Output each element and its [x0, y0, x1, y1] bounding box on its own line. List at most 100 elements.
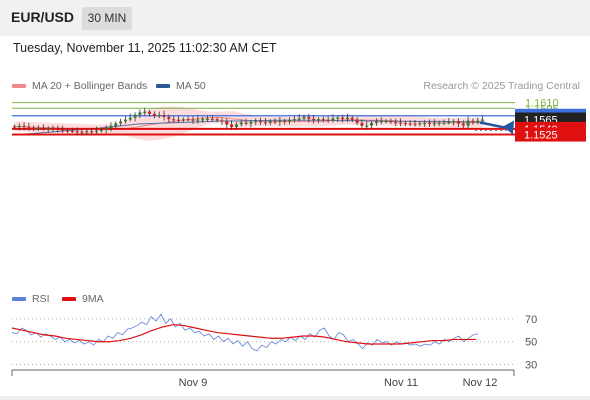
candle-body — [466, 120, 470, 126]
candle — [90, 127, 94, 135]
candle — [220, 117, 224, 126]
candle-body — [75, 131, 79, 133]
candle-body — [143, 111, 147, 113]
candle-body — [22, 125, 26, 128]
candle-body — [389, 121, 393, 123]
candle — [442, 119, 446, 126]
legend-ma50-label: MA 50 — [176, 80, 206, 92]
candle — [283, 118, 287, 125]
candle — [94, 126, 98, 134]
candle-body — [316, 119, 320, 121]
candle — [413, 119, 417, 127]
candle — [104, 125, 108, 134]
candle-body — [128, 117, 132, 120]
candle-body — [201, 119, 205, 121]
candle-body — [191, 119, 195, 121]
candle-body — [365, 125, 369, 127]
candle-body — [437, 122, 441, 125]
candle-body — [239, 122, 243, 125]
candle-body — [268, 121, 272, 123]
candle — [466, 116, 470, 129]
candle-body — [355, 119, 359, 123]
candle — [350, 115, 354, 123]
candle — [345, 113, 349, 123]
candle-body — [220, 120, 224, 122]
rsi-ma-line — [11, 323, 476, 345]
candle-body — [249, 121, 253, 124]
candle — [32, 125, 36, 132]
candle — [307, 113, 311, 123]
header-bar: EUR/USD 30 MIN — [0, 0, 590, 36]
candle-body — [297, 118, 301, 120]
candle-body — [66, 130, 70, 132]
candle-body — [254, 121, 258, 123]
candle-body — [408, 123, 412, 125]
candle — [273, 118, 277, 125]
candle — [316, 117, 320, 124]
candle — [374, 118, 378, 126]
candle — [447, 118, 451, 125]
x-tick-label: Nov 11 — [384, 377, 418, 389]
legend-rsi-ma: 9MA — [62, 293, 104, 305]
candle-body — [12, 126, 16, 128]
candle — [326, 116, 330, 123]
chart-datetime: Tuesday, November 11, 2025 11:02:30 AM C… — [13, 41, 277, 55]
candle — [461, 120, 465, 129]
candle — [191, 116, 195, 125]
candle-body — [99, 129, 103, 131]
candle-body — [259, 121, 263, 123]
candle — [476, 117, 480, 125]
candle-body — [51, 128, 55, 130]
candle-body — [94, 130, 98, 132]
candle-body — [157, 115, 161, 117]
candle-body — [61, 129, 65, 131]
candle — [341, 114, 345, 123]
candle-body — [234, 124, 238, 128]
support-label: 1.1525 — [524, 130, 558, 142]
candle-body — [123, 119, 127, 122]
x-tick-label: Nov 9 — [179, 377, 208, 389]
source-credit: Research © 2025 Trading Central — [423, 80, 580, 92]
candle-body — [186, 119, 190, 121]
candle — [22, 122, 26, 131]
candle — [114, 121, 118, 129]
candle — [432, 119, 436, 127]
candle — [297, 114, 301, 122]
candle-body — [273, 121, 277, 123]
candle-body — [41, 128, 45, 130]
candle-body — [37, 128, 41, 130]
candle-body — [225, 121, 229, 125]
candle-body — [302, 116, 306, 119]
candle-body — [205, 118, 209, 120]
candle — [403, 120, 407, 127]
candle — [205, 115, 209, 122]
candle-body — [379, 121, 383, 123]
candle — [225, 118, 229, 128]
candle — [355, 116, 359, 126]
candle — [292, 115, 296, 123]
x-tick-label: Nov 12 — [463, 377, 498, 389]
bollinger-swatch — [12, 84, 26, 88]
candle — [186, 116, 190, 122]
candle — [268, 119, 272, 126]
candle-body — [370, 122, 374, 126]
candle — [46, 126, 50, 133]
candle-body — [321, 119, 325, 121]
candle — [418, 121, 422, 127]
candle — [254, 118, 258, 126]
legend-bollinger-label: MA 20 + Bollinger Bands — [32, 80, 148, 92]
candle-body — [476, 120, 480, 123]
candle-body — [413, 123, 417, 125]
candle-body — [27, 127, 31, 129]
candle — [177, 115, 181, 123]
candle-body — [70, 130, 74, 132]
candle-body — [471, 120, 475, 123]
candle — [27, 122, 31, 131]
candle-body — [263, 122, 267, 124]
candle — [408, 120, 412, 127]
timeframe-button[interactable]: 30 MIN — [82, 7, 132, 30]
candle — [379, 117, 383, 125]
candle-body — [119, 121, 123, 124]
candle-body — [374, 121, 378, 123]
